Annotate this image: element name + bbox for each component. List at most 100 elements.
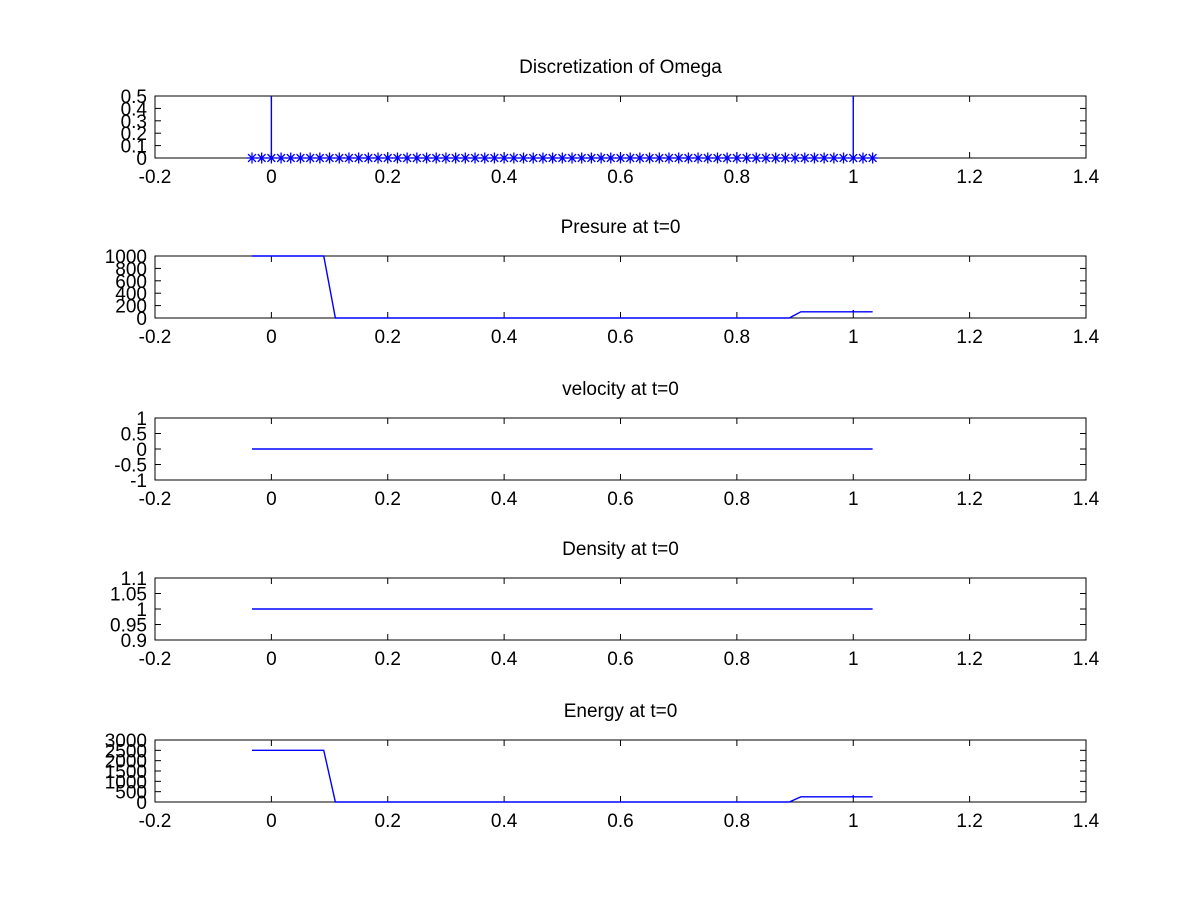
x-tick-label: 0.8 bbox=[724, 489, 750, 510]
x-tick-label: -0.2 bbox=[139, 327, 172, 348]
subplot-3: velocity at t=0 -0.2 0 0.2 0.4 0.6 0.8 1 1.2 1.4 -… bbox=[114, 379, 1099, 510]
x-tick-label: 1.2 bbox=[956, 167, 982, 188]
axes-frame bbox=[154, 255, 1087, 319]
x-tick-label: 0.4 bbox=[491, 489, 518, 510]
data-point-marker bbox=[741, 152, 753, 164]
subplot-5: Energy at t=0-0.2 0 0.2 0.4 0.6 0.8 1 1.2 1.4050… bbox=[105, 701, 1100, 832]
data-point-marker bbox=[624, 152, 636, 164]
data-point-marker bbox=[450, 152, 462, 164]
x-tick-label: 0.6 bbox=[607, 489, 633, 510]
data-point-marker bbox=[401, 152, 413, 164]
x-tick-label: 0.6 bbox=[607, 167, 633, 188]
x-tick-label: 1 bbox=[848, 167, 859, 188]
x-tick-label: 1.4 bbox=[1073, 489, 1100, 510]
data-point-marker bbox=[818, 152, 830, 164]
data-point-marker bbox=[324, 152, 336, 164]
data-point-marker bbox=[343, 152, 355, 164]
y-tick-label: 0.1 bbox=[121, 137, 147, 158]
data-point-marker bbox=[391, 152, 403, 164]
data-point-marker bbox=[615, 152, 626, 164]
x-tick-label: 1.4 bbox=[1073, 649, 1100, 670]
subplot-title: Density at t=0 bbox=[562, 539, 679, 560]
x-tick-label: 0.2 bbox=[375, 811, 401, 832]
y-tick-label: 0.9 bbox=[121, 631, 147, 652]
data-point-marker bbox=[595, 152, 607, 164]
x-tick-label: 0.4 bbox=[491, 649, 518, 670]
x-tick-label: 0 bbox=[266, 649, 277, 670]
data-point-marker bbox=[265, 152, 277, 164]
data-point-marker bbox=[421, 152, 433, 164]
axes-frame bbox=[154, 739, 1087, 803]
subplot-4: Density at t=0 -0.2 0 0.2 0.4 0.6 0.8 1 1.2 1.4 0.… bbox=[110, 539, 1100, 670]
data-point-marker bbox=[857, 152, 869, 164]
y-tick-label: 1.1 bbox=[121, 569, 147, 590]
x-tick-label: 0.4 bbox=[491, 327, 518, 348]
data-point-marker bbox=[488, 152, 500, 164]
data-point-marker bbox=[246, 152, 258, 164]
x-tick-label: 0.8 bbox=[724, 167, 750, 188]
x-tick-label: 0.4 bbox=[491, 811, 518, 832]
data-point-marker bbox=[556, 152, 568, 164]
x-tick-label: -0.2 bbox=[139, 167, 172, 188]
x-tick-label: 1.4 bbox=[1073, 327, 1100, 348]
data-point-marker bbox=[518, 152, 530, 164]
y-tick-label: 2500 bbox=[105, 741, 147, 762]
subplot-2: Presure at t=0-0.2 0 0.2 0.4 0.6 0.8 1 1.2 1.402… bbox=[105, 217, 1100, 348]
x-tick-label: 1.2 bbox=[956, 811, 982, 832]
x-tick-label: 0.8 bbox=[724, 649, 750, 670]
data-point-marker bbox=[605, 152, 617, 164]
data-point-marker bbox=[770, 152, 782, 164]
data-point-marker bbox=[353, 152, 365, 164]
y-tick-label: 2000 bbox=[105, 752, 147, 773]
data-point-marker bbox=[362, 152, 374, 164]
y-tick-label: 0 bbox=[136, 793, 147, 814]
data-point-marker bbox=[469, 152, 481, 164]
data-point-marker bbox=[382, 152, 394, 164]
x-tick-label: 1 bbox=[848, 489, 859, 510]
x-tick-label: 1 bbox=[848, 327, 859, 348]
data-point-marker bbox=[498, 152, 510, 164]
data-point-marker bbox=[731, 152, 743, 164]
y-tick-label: 0.95 bbox=[110, 616, 147, 637]
subplot-title: Energy at t=0 bbox=[564, 701, 678, 722]
y-tick-label: 1000 bbox=[105, 772, 147, 793]
y-tick-label: 200 bbox=[115, 297, 147, 318]
x-tick-label: 0.2 bbox=[375, 167, 401, 188]
x-tick-label: 0 bbox=[266, 811, 277, 832]
data-point-marker bbox=[702, 152, 714, 164]
x-tick-label: 0.6 bbox=[607, 649, 633, 670]
y-tick-label: 500 bbox=[115, 783, 147, 804]
x-tick-label: 0.8 bbox=[724, 327, 750, 348]
data-point-marker bbox=[838, 152, 850, 164]
x-tick-label: 0.6 bbox=[607, 811, 633, 832]
data-point-marker bbox=[459, 152, 471, 164]
axes-frame bbox=[154, 95, 1087, 159]
y-tick-label: 0.5 bbox=[121, 87, 147, 108]
x-tick-label: 1.4 bbox=[1073, 811, 1100, 832]
data-point-marker bbox=[294, 152, 306, 164]
x-tick-label: 1.4 bbox=[1073, 167, 1100, 188]
data-point-marker bbox=[779, 152, 791, 164]
data-point-marker bbox=[653, 152, 665, 164]
data-point-marker bbox=[663, 152, 675, 164]
data-point-marker bbox=[847, 152, 859, 164]
data-point-marker bbox=[682, 152, 694, 164]
data-point-marker bbox=[566, 152, 578, 164]
data-point-marker bbox=[508, 152, 520, 164]
data-point-marker bbox=[634, 152, 646, 164]
y-tick-label: 1 bbox=[136, 600, 147, 621]
x-tick-label: 0 bbox=[266, 489, 277, 510]
y-tick-label: 1 bbox=[136, 409, 147, 430]
data-point-marker bbox=[585, 152, 597, 164]
x-tick-label: 0.2 bbox=[375, 649, 401, 670]
y-tick-label: 0 bbox=[136, 149, 147, 170]
y-tick-label: 800 bbox=[115, 259, 147, 280]
series-line bbox=[252, 749, 873, 803]
subplot-1: Discretization of Omega-0.2 0 0.2 0.4 0.6 0.8… bbox=[121, 57, 1100, 188]
y-tick-label: -1 bbox=[130, 471, 147, 492]
data-point-marker bbox=[789, 152, 801, 164]
x-tick-label: 0 bbox=[266, 167, 277, 188]
x-tick-label: 0.4 bbox=[491, 167, 518, 188]
data-point-marker bbox=[576, 152, 588, 164]
data-point-marker bbox=[760, 152, 772, 164]
